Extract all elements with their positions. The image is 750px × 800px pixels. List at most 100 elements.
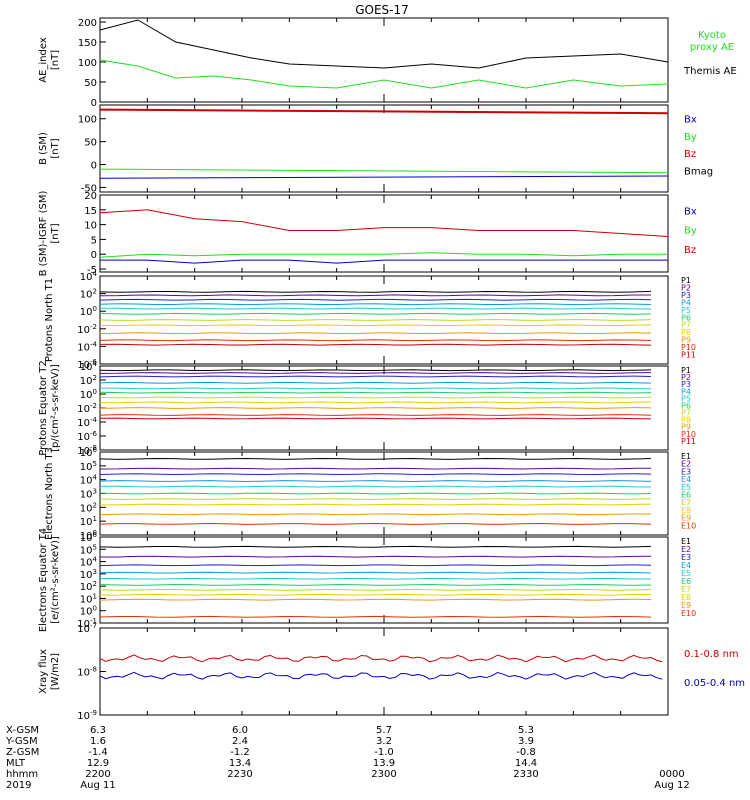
channel-line-4 — [99, 381, 651, 384]
channel-line-7 — [99, 588, 651, 591]
channel-label: E10 — [681, 521, 696, 530]
channel-label: P9 — [681, 336, 691, 345]
channel-line-8 — [99, 401, 651, 404]
legend-label: By — [684, 132, 697, 143]
channel-label: P7 — [681, 321, 691, 330]
panel-2: 100 50 0 -50 B (SM) [nT] Bx By Bz Bmag — [38, 104, 713, 194]
xray-line — [99, 671, 663, 680]
x-axis-value: 5.7 — [376, 725, 392, 736]
channel-label: P5 — [681, 306, 691, 315]
x-axis-value: -1.2 — [230, 747, 250, 758]
channel-line-1 — [99, 545, 651, 548]
xray-line — [99, 654, 663, 663]
y-axis-label: Protons North T1 — [44, 278, 55, 362]
y-tick-label: 0 — [91, 161, 97, 172]
channel-label: E5 — [681, 483, 691, 492]
y-tick-label: 103 — [80, 488, 97, 501]
channel-line-6 — [99, 312, 651, 315]
series-line-themis-ae — [99, 19, 669, 69]
channel-label: E9 — [681, 601, 691, 610]
channel-line-1 — [99, 369, 651, 372]
channel-line-3 — [99, 473, 651, 476]
y-tick-label: 10-2 — [77, 323, 97, 336]
y-tick-label: -50 — [81, 183, 97, 194]
series-line-bz — [99, 209, 669, 237]
y-tick-label: 101 — [80, 515, 97, 528]
y-tick-label: 5 — [91, 235, 97, 246]
legend-label: proxy AE — [690, 42, 734, 53]
channel-label: E6 — [681, 491, 691, 500]
y-tick-label: 106 — [80, 531, 98, 544]
channel-label: P4 — [681, 387, 691, 396]
channel-label: E9 — [681, 514, 691, 523]
x-axis-row-label: MLT — [6, 758, 26, 769]
y-tick-label: 104 — [80, 360, 98, 373]
panel-8: 10-7 10-8 10-9 Xray flux [W/m2] 0.1-0.8 nm 0.0… — [38, 622, 745, 722]
y-axis-label: [nT] — [50, 50, 61, 70]
x-axis-row-label: hhmm — [6, 769, 38, 780]
x-axis-value: -1.4 — [88, 747, 108, 758]
legend-label: Themis AE — [683, 66, 737, 77]
channel-line-5 — [99, 307, 651, 310]
channel-line-5 — [99, 387, 651, 390]
channel-line-10 — [99, 615, 651, 618]
y-tick-label: 10-4 — [77, 340, 97, 353]
channel-label: E4 — [681, 561, 691, 570]
channel-label: E8 — [681, 593, 691, 602]
channel-line-8 — [99, 593, 651, 596]
channel-label: P10 — [681, 343, 696, 352]
x-axis-value: 5.3 — [518, 725, 534, 736]
channel-line-7 — [99, 319, 651, 321]
channel-label: E8 — [681, 506, 691, 515]
channel-label: P3 — [681, 291, 691, 300]
x-axis-value: 1.6 — [90, 736, 106, 747]
x-axis-value: 12.9 — [87, 758, 109, 769]
channel-label: P10 — [681, 430, 696, 439]
channel-label: P1 — [681, 366, 691, 375]
legend-label: 0.05-0.4 nm — [684, 678, 745, 689]
x-axis-row-label: 2019 — [6, 780, 31, 791]
y-tick-label: 10-2 — [77, 402, 97, 415]
channel-label: E7 — [681, 498, 691, 507]
channel-line-11 — [99, 417, 651, 420]
y-tick-label: 10-8 — [77, 666, 97, 679]
channel-line-2 — [99, 372, 651, 374]
y-axis-label: [W/m2] — [50, 653, 61, 690]
y-axis-label: B (SM) — [38, 132, 49, 165]
y-tick-label: 104 — [80, 270, 98, 283]
legend-label: Bx — [684, 114, 697, 125]
channel-line-2 — [99, 294, 651, 297]
y-tick-label: 102 — [80, 374, 97, 387]
channel-line-7 — [99, 498, 651, 500]
x-axis-value: 2230 — [227, 769, 252, 780]
y-tick-label: 100 — [80, 305, 97, 318]
channel-label: E1 — [681, 537, 691, 546]
y-tick-label: 100 — [80, 605, 97, 618]
legend-label: Bz — [684, 245, 696, 256]
y-tick-label: -5 — [87, 265, 97, 276]
x-axis-value: 6.0 — [232, 725, 248, 736]
x-axis-value: -0.8 — [516, 747, 536, 758]
channel-line-7 — [99, 396, 651, 399]
series-line-kyoto-proxy-ae — [99, 59, 669, 89]
y-tick-label: 105 — [80, 543, 97, 556]
y-axis-label: Protons Equator T2 — [38, 360, 49, 456]
channel-label: E2 — [681, 460, 691, 469]
x-axis-value: 13.4 — [229, 758, 251, 769]
channel-line-9 — [99, 598, 651, 601]
y-tick-label: 103 — [80, 568, 97, 581]
channel-label: P9 — [681, 423, 691, 432]
legend-label: Bx — [684, 206, 697, 217]
y-axis-label: Electrons Equator T4 — [38, 528, 49, 632]
channel-line-9 — [99, 332, 651, 335]
plot-title: GOES-17 — [355, 3, 409, 17]
channel-label: E6 — [681, 577, 691, 586]
channel-label: E5 — [681, 569, 691, 578]
channel-line-6 — [99, 492, 651, 495]
channel-label: P8 — [681, 328, 691, 337]
channel-line-3 — [99, 298, 651, 301]
